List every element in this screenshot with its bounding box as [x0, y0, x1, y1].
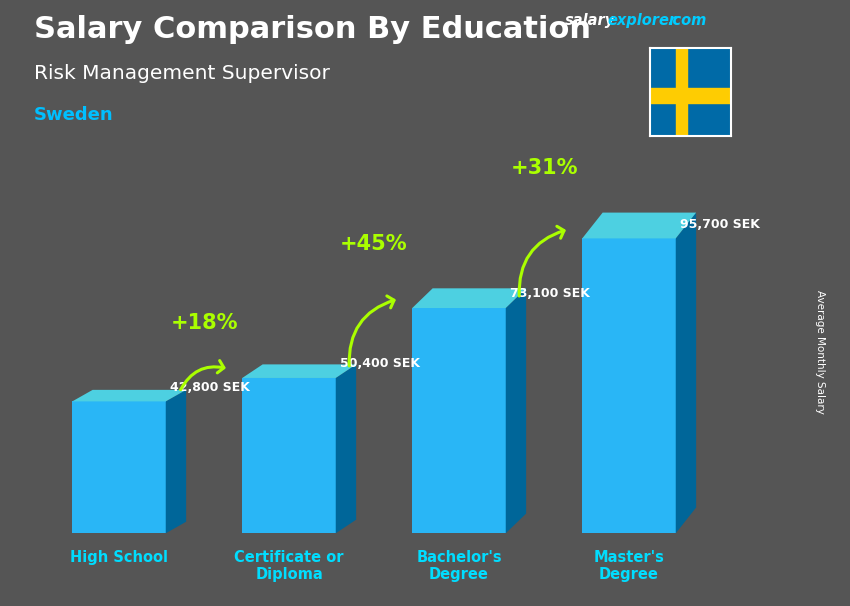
Text: +45%: +45%: [340, 235, 408, 255]
Polygon shape: [582, 213, 696, 238]
Bar: [650, 88, 731, 103]
Text: salary: salary: [565, 13, 615, 28]
Text: 73,100 SEK: 73,100 SEK: [510, 287, 590, 301]
Polygon shape: [506, 288, 526, 533]
Bar: [72, 401, 166, 533]
Polygon shape: [166, 390, 186, 533]
Polygon shape: [676, 213, 696, 533]
Text: 95,700 SEK: 95,700 SEK: [680, 218, 760, 231]
Bar: [412, 308, 506, 533]
Text: Average Monthly Salary: Average Monthly Salary: [815, 290, 825, 413]
Bar: [676, 48, 688, 136]
Polygon shape: [412, 288, 526, 308]
Text: 42,800 SEK: 42,800 SEK: [170, 381, 250, 394]
Text: explorer: explorer: [608, 13, 677, 28]
Bar: [582, 238, 676, 533]
Polygon shape: [72, 390, 186, 401]
Text: .com: .com: [667, 13, 706, 28]
Text: Risk Management Supervisor: Risk Management Supervisor: [34, 64, 330, 82]
Bar: [242, 378, 336, 533]
Polygon shape: [242, 364, 356, 378]
Text: Salary Comparison By Education: Salary Comparison By Education: [34, 15, 591, 44]
Text: +31%: +31%: [510, 158, 578, 178]
Polygon shape: [336, 364, 356, 533]
Text: 50,400 SEK: 50,400 SEK: [340, 358, 420, 370]
Text: Sweden: Sweden: [34, 106, 114, 124]
Text: +18%: +18%: [170, 313, 238, 333]
